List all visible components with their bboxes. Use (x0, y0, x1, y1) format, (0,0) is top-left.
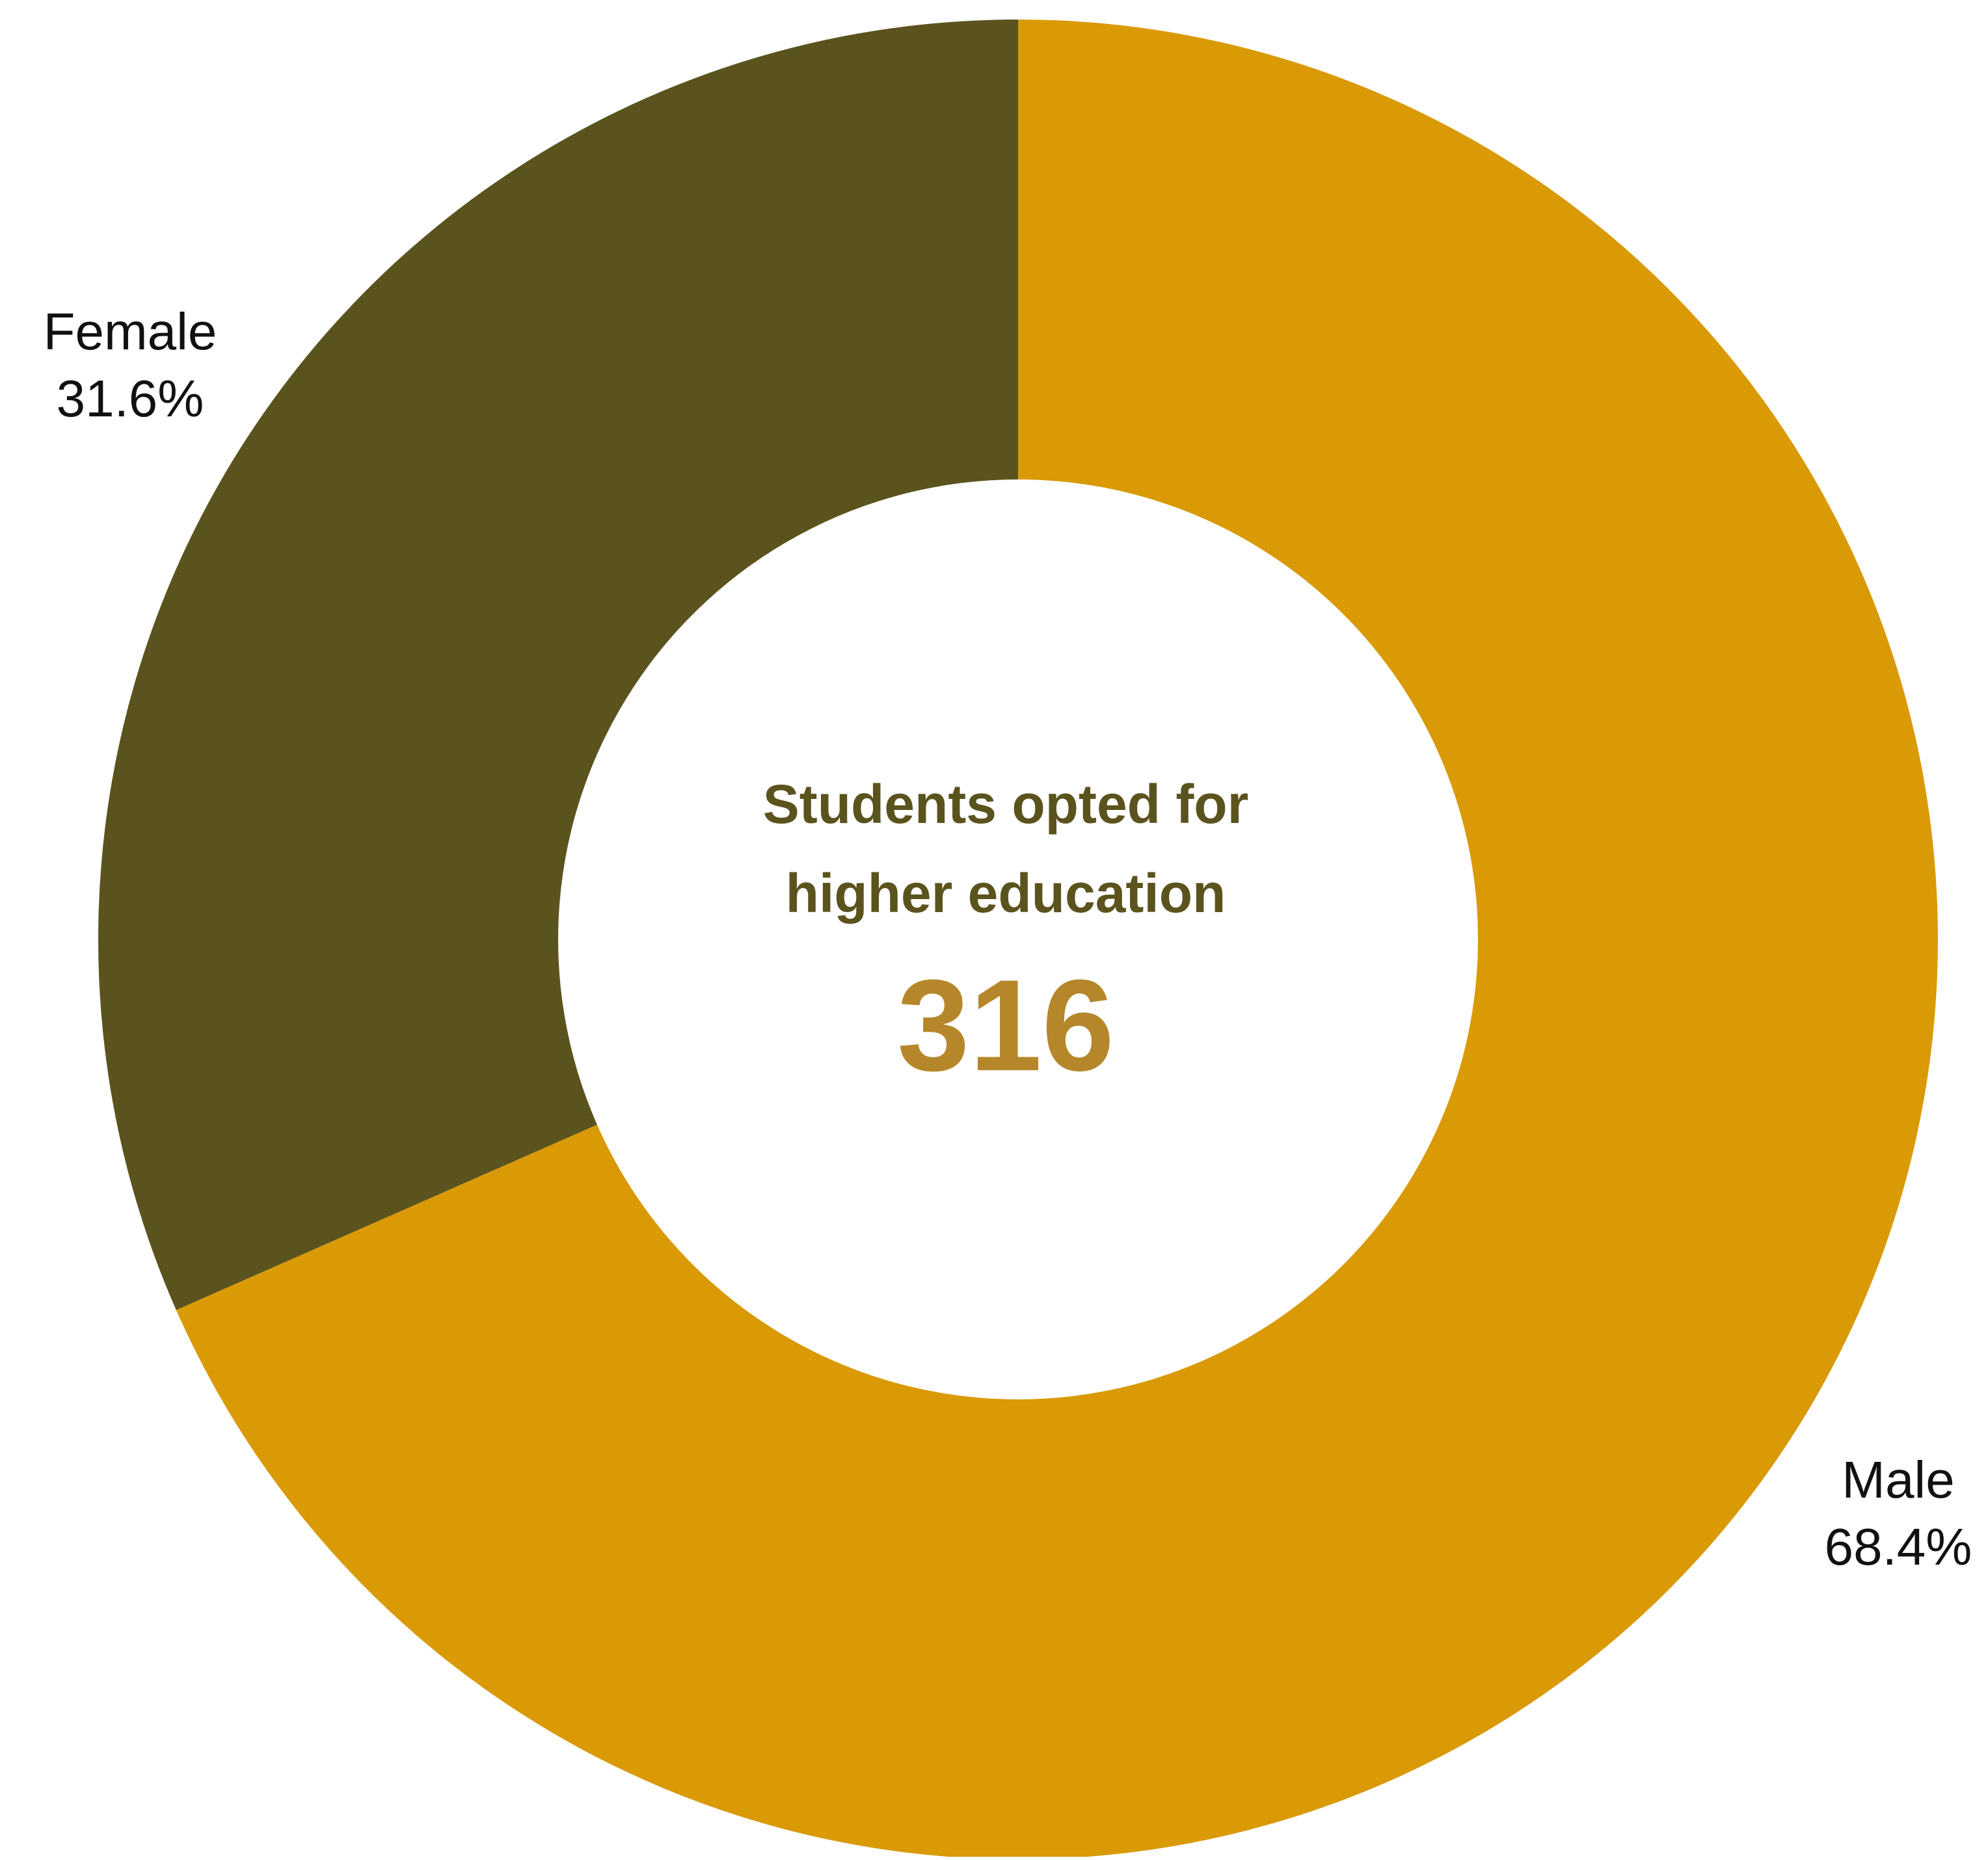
slice-label-female-percent: 31.6% (57, 370, 204, 427)
slice-female (98, 20, 1019, 1310)
slice-male (176, 20, 1939, 1859)
slice-labels-group: Female 31.6% Male 68.4% (44, 303, 1972, 1576)
slices-group (98, 20, 1939, 1859)
slice-label-male-percent: 68.4% (1825, 1518, 1972, 1576)
slice-label-male-category: Male (1842, 1451, 1954, 1509)
center-total-value: 316 (897, 953, 1114, 1098)
center-text-group: Students opted for higher education 316 (763, 774, 1249, 1098)
center-title-line-2: higher education (786, 863, 1226, 924)
center-title-line-1: Students opted for (763, 774, 1249, 835)
slice-label-female-category: Female (44, 303, 217, 360)
